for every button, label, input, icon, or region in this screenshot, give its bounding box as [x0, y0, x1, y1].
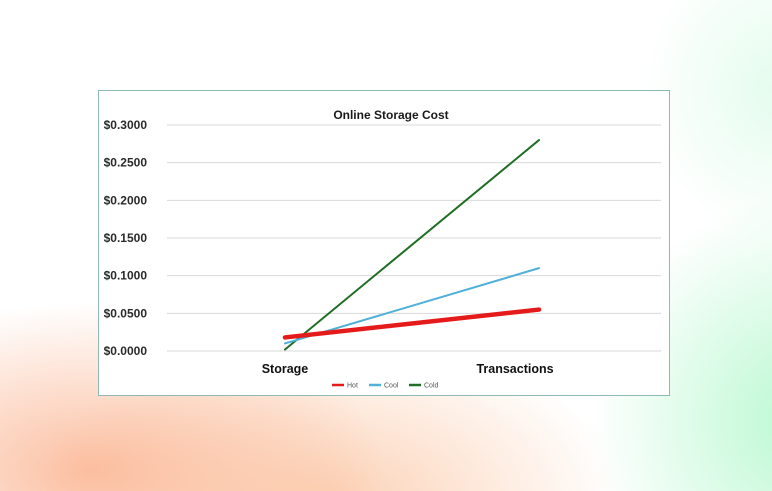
y-axis: $0.0000 $0.0500 $0.1000 $0.1500 $0.2000 $0.25…: [104, 118, 148, 358]
y-tick-label: $0.0500: [104, 306, 148, 320]
series-lines: [282, 139, 542, 351]
legend: Hot Cool Cold: [332, 383, 439, 390]
series-line-hot: [282, 307, 542, 340]
y-tick-label: $0.2000: [104, 193, 148, 207]
legend-item-cool: Cool: [369, 383, 399, 390]
legend-item-cold: Cold: [409, 383, 439, 390]
chart-panel: Online Storage Cost $0.0000 $0.0500 $0.100…: [98, 90, 670, 396]
chart-title: Online Storage Cost: [333, 108, 448, 122]
legend-label: Cool: [384, 383, 399, 390]
x-tick-label: Storage: [262, 362, 309, 376]
y-tick-label: $0.3000: [104, 118, 148, 132]
x-axis: Storage Transactions: [262, 362, 554, 376]
line-chart: Online Storage Cost $0.0000 $0.0500 $0.100…: [104, 108, 661, 390]
y-tick-label: $0.0000: [104, 344, 148, 358]
y-tick-label: $0.2500: [104, 156, 148, 170]
y-tick-label: $0.1000: [104, 269, 148, 283]
legend-label: Cold: [424, 383, 439, 390]
y-tick-label: $0.1500: [104, 231, 148, 245]
legend-label: Hot: [347, 383, 358, 390]
gridlines: [167, 124, 661, 352]
x-tick-label: Transactions: [476, 362, 553, 376]
legend-item-hot: Hot: [332, 383, 358, 390]
series-line-cold: [284, 139, 540, 351]
